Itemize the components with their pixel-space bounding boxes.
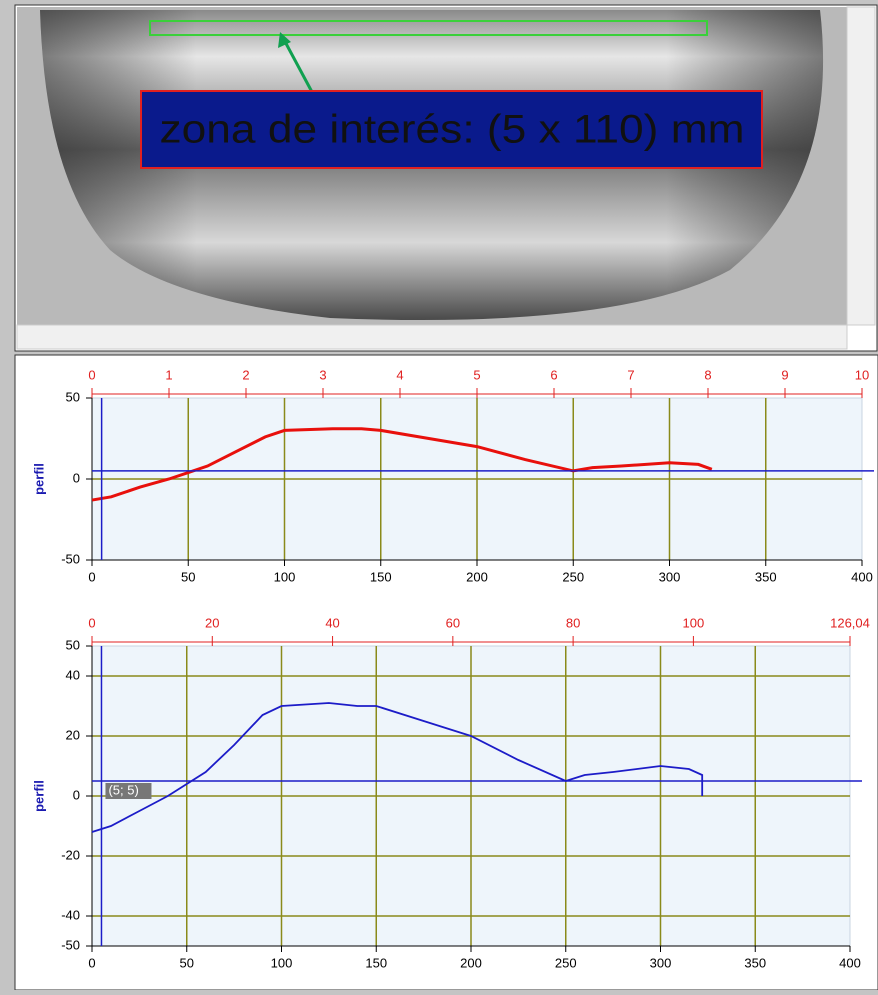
y-tick-label: -40 [61, 907, 80, 922]
x2-tick-label: 10 [855, 367, 869, 382]
x2-tick-label: 0 [88, 615, 95, 630]
x2-tick-label: 20 [205, 615, 219, 630]
x2-tick-label: 0 [88, 367, 95, 382]
x2-tick-label: 126,04 [830, 615, 870, 630]
x-tick-label: 200 [466, 569, 488, 584]
y-tick-label: 20 [66, 727, 80, 742]
x2-tick-label: 1 [165, 367, 172, 382]
screen: zona de interés: (5 x 110) mm -500500501… [0, 0, 878, 990]
y-tick-label: -50 [61, 937, 80, 952]
x-tick-label: 50 [180, 955, 194, 970]
x-tick-label: 150 [370, 569, 392, 584]
y-tick-label: 50 [66, 637, 80, 652]
x-tick-label: 150 [365, 955, 387, 970]
x2-tick-label: 100 [683, 615, 705, 630]
x2-tick-label: 60 [446, 615, 460, 630]
x2-tick-label: 6 [550, 367, 557, 382]
x2-tick-label: 3 [319, 367, 326, 382]
y-tick-label: 40 [66, 667, 80, 682]
y-axis-label: perfil [31, 463, 46, 495]
vertical-scrollbar[interactable] [847, 7, 875, 325]
x2-tick-label: 80 [566, 615, 580, 630]
y-tick-label: -20 [61, 847, 80, 862]
y-tick-label: 0 [73, 787, 80, 802]
x-tick-label: 250 [555, 955, 577, 970]
x-tick-label: 400 [839, 955, 861, 970]
x-tick-label: 50 [181, 569, 195, 584]
x-tick-label: 400 [851, 569, 873, 584]
annotation-text: zona de interés: (5 x 110) mm [160, 108, 745, 152]
x-tick-label: 200 [460, 955, 482, 970]
x2-tick-label: 5 [473, 367, 480, 382]
x2-tick-label: 40 [325, 615, 339, 630]
x-tick-label: 0 [88, 955, 95, 970]
x-tick-label: 300 [650, 955, 672, 970]
page: zona de interés: (5 x 110) mm -500500501… [0, 0, 878, 990]
y-tick-label: 50 [66, 389, 80, 404]
x2-tick-label: 4 [396, 367, 403, 382]
x-tick-label: 0 [88, 569, 95, 584]
x2-tick-label: 9 [781, 367, 788, 382]
x-tick-label: 300 [659, 569, 681, 584]
crosshair-label: (5; 5) [108, 782, 138, 797]
x-tick-label: 100 [274, 569, 296, 584]
y-tick-label: -50 [61, 551, 80, 566]
y-axis-label: perfil [31, 780, 46, 812]
x2-tick-label: 7 [627, 367, 634, 382]
x-tick-label: 350 [744, 955, 766, 970]
x2-tick-label: 8 [704, 367, 711, 382]
y-tick-label: 0 [73, 470, 80, 485]
x-tick-label: 350 [755, 569, 777, 584]
horizontal-scrollbar[interactable] [17, 325, 847, 349]
x-tick-label: 250 [562, 569, 584, 584]
x2-tick-label: 2 [242, 367, 249, 382]
x-tick-label: 100 [271, 955, 293, 970]
